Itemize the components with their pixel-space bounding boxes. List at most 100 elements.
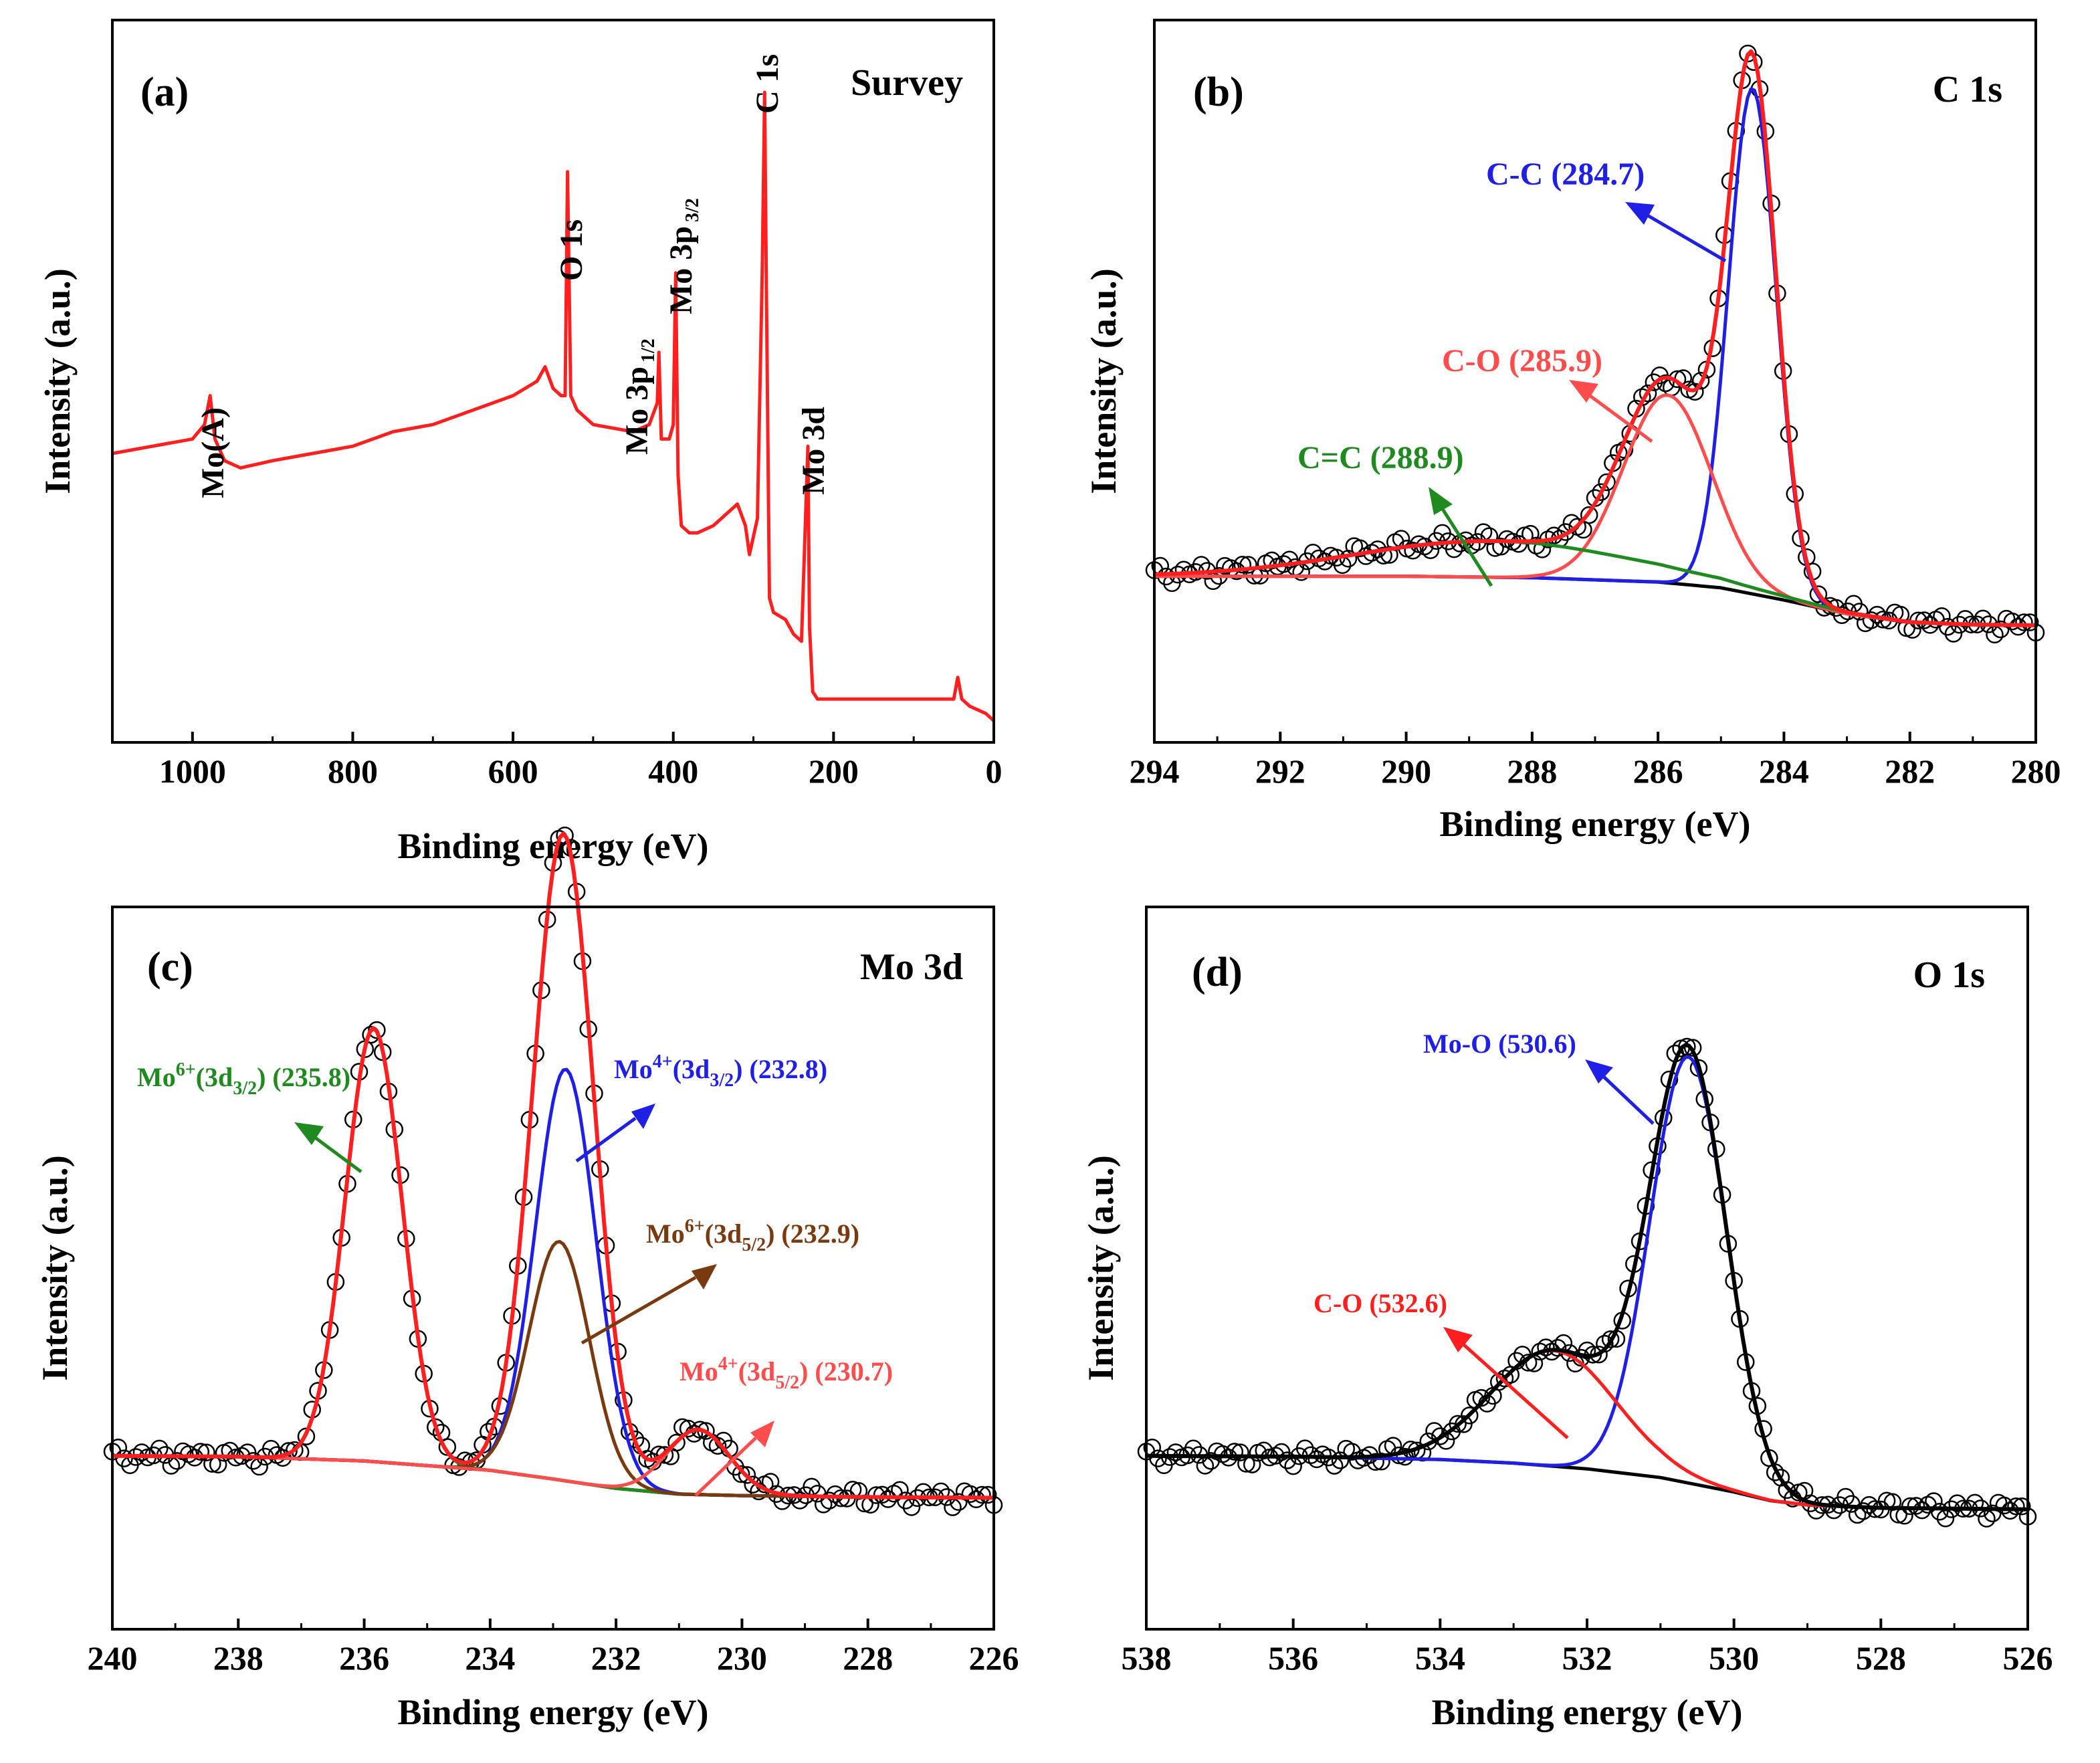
x-tick-label: 534 (1415, 1639, 1465, 1677)
data-point (961, 1485, 980, 1503)
series-line-background (1154, 575, 2036, 627)
label-c-eq-c: C=C (288.9) (1297, 440, 1464, 476)
data-point (1461, 1407, 1479, 1425)
x-tick-label: 282 (1885, 752, 1935, 790)
panel-b-c1s: 294 292 290 288 286 284 282 280 (b) C 1s Bindin… (1083, 19, 2061, 844)
x-tick-label: 800 (328, 752, 378, 790)
x-axis-title: Binding energy (eV) (1440, 804, 1751, 844)
data-point (708, 1437, 727, 1455)
data-point (1995, 1496, 2014, 1515)
data-point (2015, 613, 2033, 631)
series-line-fit-envelope (1154, 49, 2036, 627)
label-mo4-3d32: Mo4+(3d3/2) (232.8) (614, 1051, 827, 1091)
x-tick-label: 236 (339, 1639, 389, 1677)
x-tick-label: 528 (1856, 1639, 1906, 1677)
data-point (1592, 483, 1610, 501)
data-point (820, 1491, 839, 1510)
data-point (2012, 1497, 2031, 1516)
panel-label: (a) (140, 70, 189, 115)
data-point (738, 1466, 756, 1484)
data-point (1956, 610, 1974, 628)
data-point (914, 1483, 932, 1501)
data-point (791, 1491, 809, 1510)
data-point (1343, 1443, 1361, 1461)
data-point (1537, 1338, 1555, 1356)
series-line-mo4-3d3-2-232-8- (112, 1067, 994, 1499)
panel-label: (b) (1193, 70, 1244, 115)
label-mo4-3d52: Mo4+(3d5/2) (230.7) (679, 1354, 893, 1393)
data-point (2020, 613, 2039, 631)
data-point (2003, 612, 2022, 631)
x-tick-label: 532 (1562, 1639, 1612, 1677)
data-point (179, 1445, 198, 1463)
data-point (1480, 527, 1499, 545)
data-point (1930, 1502, 1949, 1521)
data-point (667, 1433, 686, 1452)
data-point (1824, 1501, 1843, 1520)
data-point (873, 1485, 891, 1504)
x-tick-label: 0 (986, 752, 1003, 790)
data-point (1404, 542, 1422, 560)
data-point (1374, 546, 1392, 564)
data-point (978, 1485, 997, 1504)
label-mo6-3d32: Mo6+(3d3/2) (235.8) (137, 1059, 350, 1099)
y-axis-title: Intensity (a.u.) (35, 1155, 75, 1381)
x-tick-label: 238 (213, 1639, 264, 1677)
data-point (1691, 372, 1710, 390)
label-c-o-d: C-O (532.6) (1314, 1288, 1447, 1318)
raw-data-markers (1137, 1037, 2037, 1528)
arrow-c-c (1625, 202, 1727, 263)
plot-frame (111, 19, 995, 744)
data-point (1431, 1427, 1449, 1445)
panel-title: Mo 3d (860, 946, 963, 988)
data-point (244, 1451, 263, 1470)
data-point (132, 1443, 151, 1461)
x-axis-title: Binding energy (eV) (398, 1692, 709, 1732)
x-tick-label: 290 (1381, 752, 1431, 790)
data-point (1331, 1451, 1350, 1469)
data-point (1556, 523, 1575, 541)
x-tick-label: 240 (88, 1639, 138, 1677)
panel-d-o1s: 538 536 534 532 530 528 526 (d) O 1s Binding e… (1081, 906, 2053, 1732)
panel-a-survey: 1000 800 600 400 200 0 (a) Survey Binding ene… (37, 19, 1003, 866)
panel-title: O 1s (1913, 954, 1985, 996)
data-point (973, 1485, 991, 1504)
data-point (1166, 1443, 1185, 1461)
data-point (896, 1491, 915, 1510)
data-point (1639, 384, 1657, 403)
arrow-c-o-d (1443, 1327, 1569, 1439)
panel-c-mo3d: 240 238 236 234 232 230 228 226 (c) Mo 3d Bindi… (35, 826, 1019, 1732)
data-point (1915, 611, 1933, 629)
series-line-mo-o-530-6- (1146, 1055, 2028, 1512)
data-point (221, 1441, 239, 1460)
peak-label-o1s: O 1s (554, 219, 589, 281)
label-mo6-3d52: Mo6+(3d5/2) (232.9) (646, 1216, 859, 1255)
panel-label: (c) (147, 944, 193, 990)
series-line-fit-envelope (112, 831, 994, 1500)
data-point (1860, 1495, 1879, 1514)
data-point (1149, 1449, 1167, 1467)
data-point (826, 1485, 845, 1503)
arrow-c-eq-c (1429, 487, 1493, 587)
x-tick-label: 232 (591, 1639, 641, 1677)
label-c-o: C-O (285.9) (1442, 343, 1602, 379)
arrow-c-o (1569, 380, 1653, 443)
x-tick-label: 228 (843, 1639, 893, 1677)
x-tick-label: 280 (2011, 752, 2061, 790)
x-tick-label: 526 (2003, 1639, 2053, 1677)
data-point (1231, 1443, 1249, 1461)
x-tick-label: 234 (465, 1639, 515, 1677)
x-tick-label: 530 (1709, 1639, 1759, 1677)
data-point (197, 1443, 215, 1461)
panel-title: Survey (851, 62, 963, 104)
x-tick-label: 536 (1268, 1639, 1318, 1677)
data-point (902, 1498, 921, 1516)
raw-data-markers (103, 826, 1003, 1516)
data-point (1580, 506, 1598, 524)
data-point (2007, 1497, 2025, 1516)
data-point (427, 1418, 445, 1437)
data-point (744, 1475, 762, 1493)
data-point (1239, 556, 1257, 574)
data-point (1278, 1451, 1297, 1469)
data-point (1548, 1339, 1567, 1357)
